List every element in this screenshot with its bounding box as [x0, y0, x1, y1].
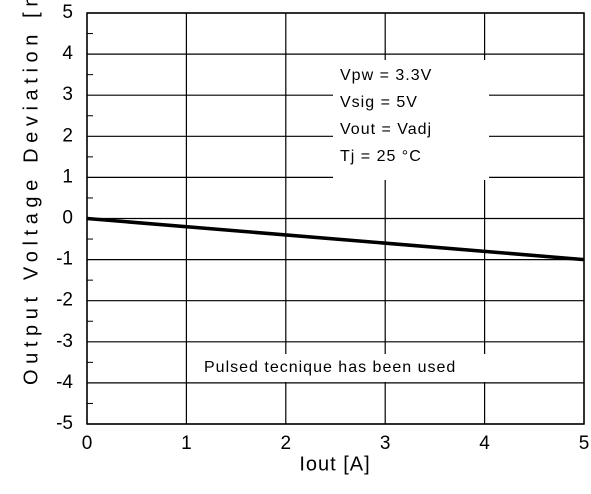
y-tick-label: -5: [56, 413, 73, 434]
y-tick-label: 1: [62, 166, 73, 187]
y-tick-label: 3: [62, 84, 73, 105]
y-tick-label: 0: [62, 208, 73, 229]
x-tick-label: 2: [281, 433, 292, 454]
x-tick-label: 5: [579, 433, 590, 454]
y-tick-label: -1: [56, 249, 73, 270]
annotation: Vout = Vadj: [340, 121, 432, 138]
y-tick-label: 4: [62, 43, 73, 64]
annotation-box: [200, 354, 583, 382]
annotation: Vpw = 3.3V: [340, 67, 432, 84]
y-tick-label: 5: [62, 2, 73, 23]
annotation: Pulsed tecnique has been used: [204, 359, 456, 376]
x-axis-label: Iout [A]: [299, 453, 370, 475]
data-line: [86, 216, 585, 262]
y-tick-label: -3: [56, 331, 73, 352]
y-axis-label: Output Voltage Deviation [m: [20, 0, 42, 385]
x-tick-label: 3: [380, 433, 391, 454]
y-tick-label: 2: [62, 125, 73, 146]
x-tick-label: 1: [181, 433, 192, 454]
annotation: Vsig = 5V: [340, 94, 418, 111]
x-tick-label: 4: [479, 433, 490, 454]
annotation: Tj = 25 °C: [340, 148, 422, 165]
x-tick-label: 0: [82, 433, 93, 454]
y-tick-label: -4: [56, 372, 73, 393]
y-tick-label: -2: [56, 290, 73, 311]
annotation-box: [333, 60, 489, 180]
